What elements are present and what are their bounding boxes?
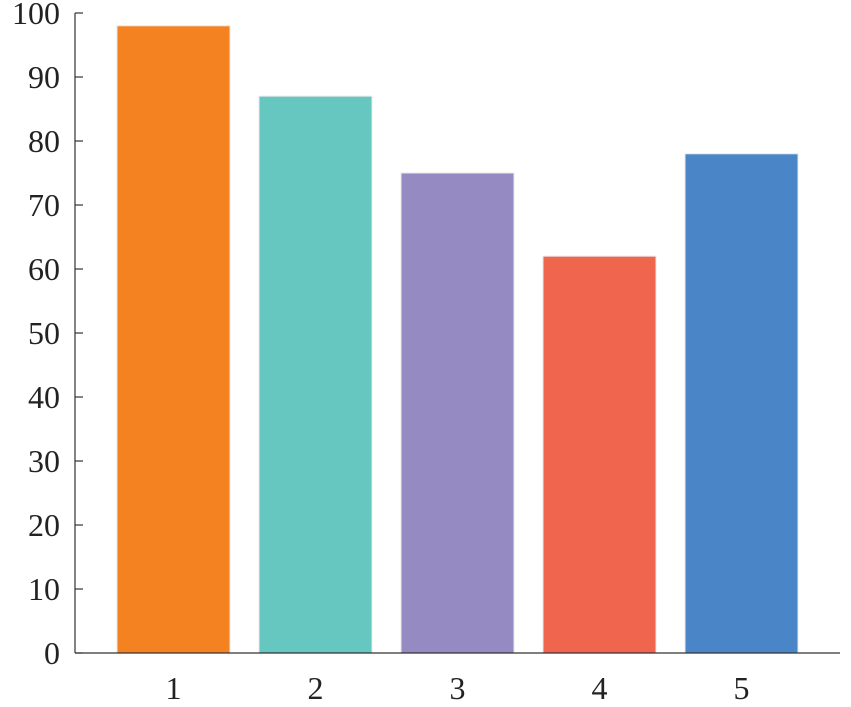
y-tick-label-20: 20 xyxy=(28,507,60,543)
y-tick-label-80: 80 xyxy=(28,123,60,159)
y-tick-label-0: 0 xyxy=(44,635,60,671)
bar-5 xyxy=(684,153,799,654)
y-tick-label-40: 40 xyxy=(28,379,60,415)
bar-2 xyxy=(258,95,373,654)
x-tick-label-1: 1 xyxy=(166,670,182,706)
y-tick-label-70: 70 xyxy=(28,187,60,223)
y-tick-label-60: 60 xyxy=(28,251,60,287)
bar-3 xyxy=(400,172,515,654)
x-tick-label-2: 2 xyxy=(308,670,324,706)
x-tick-label-5: 5 xyxy=(734,670,750,706)
y-tick-label-10: 10 xyxy=(28,571,60,607)
x-tick-label-3: 3 xyxy=(450,670,466,706)
y-tick-label-90: 90 xyxy=(28,59,60,95)
x-tick-label-4: 4 xyxy=(592,670,608,706)
y-tick-label-50: 50 xyxy=(28,315,60,351)
bars-layer xyxy=(116,25,799,654)
axes-layer xyxy=(74,12,840,654)
bar-1 xyxy=(116,25,231,654)
y-tick-label-30: 30 xyxy=(28,443,60,479)
y-tick-label-100: 100 xyxy=(12,0,60,31)
bar-4 xyxy=(542,255,657,654)
tick-labels-layer: 0 10 20 30 40 50 60 70 80 90 100 1 2 3 4 5 xyxy=(12,0,750,706)
